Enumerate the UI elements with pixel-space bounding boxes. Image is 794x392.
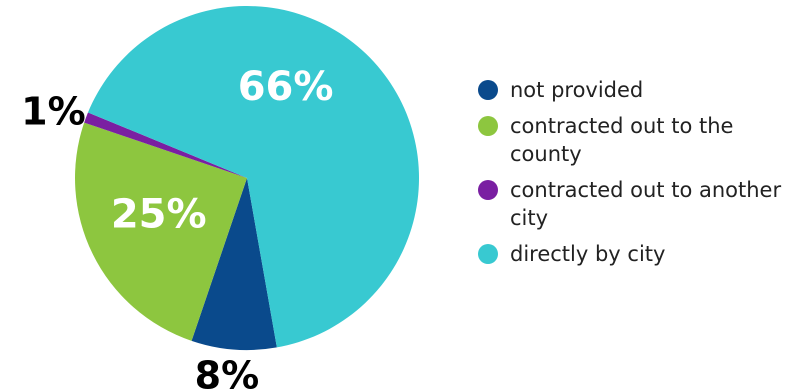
pie-slice-not-provided (191, 178, 277, 351)
legend-swatch-directly-by-city (478, 244, 498, 264)
slice-value-label-contracted-out-to-another-city: 1% (21, 89, 86, 133)
legend: not provided contracted out to the count… (476, 76, 786, 276)
slice-value-label-directly-by-city: 66% (238, 64, 334, 110)
legend-item-not-provided: not provided (476, 76, 786, 104)
pie-slice-directly-by-city (87, 6, 420, 348)
legend-item-another-city: contracted out to another city (476, 176, 786, 232)
legend-label-county: contracted out to the county (510, 114, 734, 166)
legend-swatch-not-provided (478, 80, 498, 100)
legend-label-not-provided: not provided (510, 78, 644, 102)
pie-slice-contracted-out-to-another-city (84, 112, 248, 178)
legend-item-county: contracted out to the county (476, 112, 786, 168)
slice-value-label-not-provided: 8% (195, 354, 260, 392)
pie-slice-contracted-out-to-the-county (75, 122, 247, 341)
legend-item-directly-by-city: directly by city (476, 240, 786, 268)
legend-swatch-another-city (478, 180, 498, 200)
pie-chart: 8% 25% 1% 66% (21, 6, 420, 392)
legend-label-directly-by-city: directly by city (510, 242, 666, 266)
legend-label-another-city: contracted out to another city (510, 178, 782, 230)
slice-value-label-contracted-out-to-the-county: 25% (111, 192, 207, 238)
legend-swatch-county (478, 116, 498, 136)
